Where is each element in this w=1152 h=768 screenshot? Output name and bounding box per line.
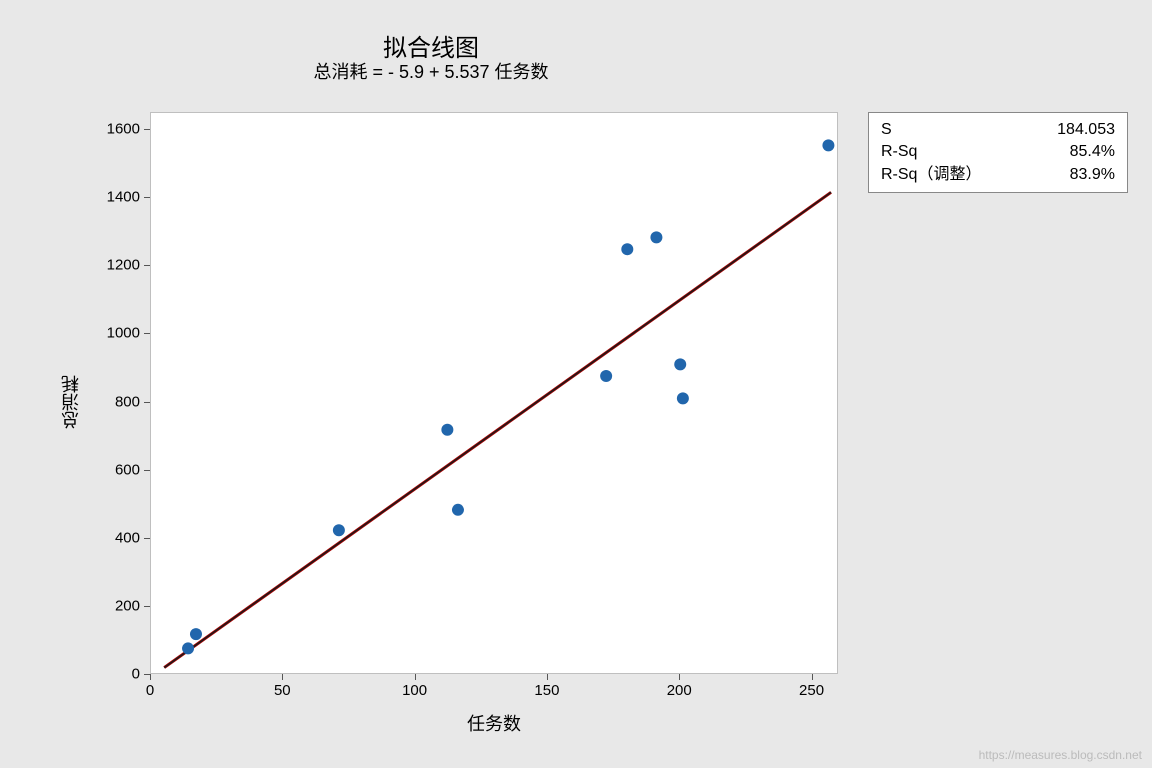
y-tick-label: 1000 bbox=[100, 325, 140, 342]
plot-svg bbox=[151, 113, 839, 675]
y-tick-label: 1400 bbox=[100, 189, 140, 206]
y-tick-mark bbox=[144, 129, 150, 130]
y-tick-label: 800 bbox=[100, 393, 140, 410]
x-tick-mark bbox=[415, 674, 416, 680]
data-point bbox=[333, 524, 345, 536]
x-tick-mark bbox=[547, 674, 548, 680]
data-point bbox=[441, 424, 453, 436]
x-tick-label: 50 bbox=[274, 682, 291, 699]
y-tick-mark bbox=[144, 674, 150, 675]
x-tick-label: 200 bbox=[667, 682, 692, 699]
stats-value: 83.9% bbox=[1070, 164, 1115, 186]
y-axis-label: 总消耗 bbox=[58, 375, 84, 429]
x-tick-label: 250 bbox=[799, 682, 824, 699]
x-tick-label: 150 bbox=[534, 682, 559, 699]
stats-box: S 184.053 R-Sq 85.4% R-Sq（调整） 83.9% bbox=[868, 112, 1128, 193]
y-tick-label: 600 bbox=[100, 461, 140, 478]
fit-line bbox=[164, 192, 831, 667]
y-tick-label: 0 bbox=[100, 666, 140, 683]
stats-row: R-Sq 85.4% bbox=[881, 141, 1115, 163]
y-tick-mark bbox=[144, 333, 150, 334]
y-tick-mark bbox=[144, 538, 150, 539]
stats-label: R-Sq bbox=[881, 141, 917, 163]
chart-subtitle: 总消耗 = - 5.9 + 5.537 任务数 bbox=[0, 58, 862, 84]
stats-value: 184.053 bbox=[1057, 119, 1115, 141]
x-tick-mark bbox=[812, 674, 813, 680]
y-tick-label: 400 bbox=[100, 529, 140, 546]
y-tick-mark bbox=[144, 606, 150, 607]
stats-label: R-Sq（调整） bbox=[881, 164, 981, 186]
data-point bbox=[452, 504, 464, 516]
stats-label: S bbox=[881, 119, 892, 141]
x-tick-mark bbox=[679, 674, 680, 680]
plot-area bbox=[150, 112, 838, 674]
stats-value: 85.4% bbox=[1070, 141, 1115, 163]
y-tick-mark bbox=[144, 197, 150, 198]
y-tick-label: 1200 bbox=[100, 257, 140, 274]
x-axis-label: 任务数 bbox=[0, 710, 988, 736]
data-point bbox=[621, 243, 633, 255]
x-tick-label: 100 bbox=[402, 682, 427, 699]
x-tick-mark bbox=[150, 674, 151, 680]
y-tick-mark bbox=[144, 265, 150, 266]
stats-row: S 184.053 bbox=[881, 119, 1115, 141]
stats-row: R-Sq（调整） 83.9% bbox=[881, 164, 1115, 186]
data-point bbox=[650, 231, 662, 243]
watermark-text: https://measures.blog.csdn.net bbox=[979, 748, 1142, 762]
x-tick-label: 0 bbox=[146, 682, 154, 699]
data-point bbox=[677, 392, 689, 404]
y-tick-label: 1600 bbox=[100, 121, 140, 138]
data-point bbox=[190, 628, 202, 640]
x-tick-mark bbox=[282, 674, 283, 680]
y-tick-label: 200 bbox=[100, 597, 140, 614]
data-point bbox=[674, 358, 686, 370]
y-tick-mark bbox=[144, 402, 150, 403]
data-point bbox=[822, 139, 834, 151]
data-point bbox=[182, 642, 194, 654]
data-point bbox=[600, 370, 612, 382]
y-tick-mark bbox=[144, 470, 150, 471]
